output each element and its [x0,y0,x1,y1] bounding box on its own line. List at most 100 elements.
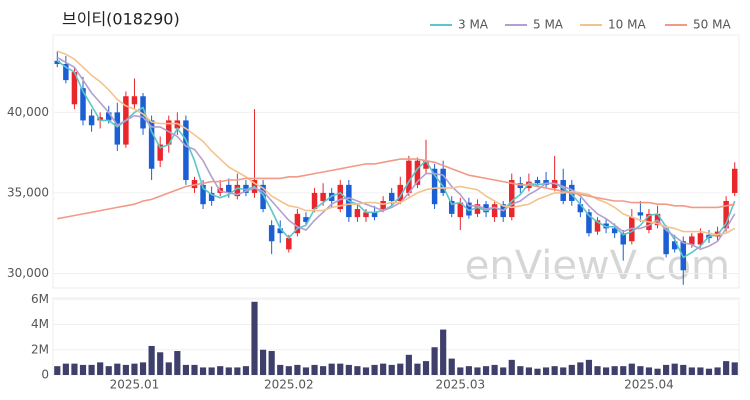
candle-body [88,115,95,126]
y-tick-label: 35,000 [7,185,49,199]
volume-bar [663,364,670,375]
volume-bar [320,366,327,375]
volume-bar [277,364,284,375]
volume-bar [174,351,181,375]
volume-bar [637,366,644,375]
volume-bar [500,367,507,375]
volume-bar [448,358,455,375]
volume-bar [302,367,310,375]
volume-bar [285,366,292,375]
x-tick-label: 2025.01 [110,378,160,392]
candle-body [157,144,163,161]
candle-body [637,212,644,216]
candle-body [474,204,481,214]
candle-body [268,225,275,242]
candle-body [191,180,198,189]
candle-body [208,192,215,201]
volume-bar [311,364,318,375]
candle-body [320,192,326,201]
volume-panel [52,297,740,376]
volume-bar [337,363,344,375]
y-tick-label: 4M [31,317,49,331]
volume-bar [182,364,189,375]
candle-body [131,96,138,105]
volume-bar [79,364,87,375]
y-tick-label: 2M [31,342,49,356]
volume-bar [688,367,695,375]
candle-body [440,168,446,193]
volume-bar [654,368,661,375]
candle-body [286,238,292,250]
volume-bar [242,366,250,375]
candle-body [337,184,344,210]
candle-body [534,180,541,184]
volume-bar [105,366,112,375]
candle-body [140,96,146,129]
volume-bar [405,354,412,375]
candle-body [311,192,318,210]
candle-body [260,184,266,210]
legend-label: 50 MA [693,18,731,32]
volume-bar [474,367,481,375]
volume-bar [611,366,618,375]
volume-bar [491,364,498,375]
volume-bar [54,366,61,375]
volume-bar [534,368,541,375]
volume-bar [645,367,653,375]
watermark: enViewV.com [465,243,730,289]
volume-bar [422,361,430,375]
candle-body [388,192,395,201]
volume-bar [328,363,335,375]
volume-bar [371,364,378,375]
candle-body [491,204,498,218]
candle-body [689,236,695,245]
candle-body [406,160,412,193]
volume-bar [225,367,232,375]
volume-bar [508,359,515,375]
legend-label: 5 MA [533,18,564,32]
candle-body [397,184,404,201]
candle-body [423,160,429,169]
volume-bar [525,367,532,375]
candle-body [466,202,472,216]
volume-bar [414,363,421,375]
candle-body [294,213,301,234]
volume-bar [542,367,550,375]
volume-bar [482,366,490,375]
ma-line [57,158,735,220]
y-tick-label: 40,000 [7,105,49,119]
ma-line [56,56,736,251]
volume-bar [345,364,352,375]
y-tick-label: 0 [41,368,49,382]
candle-body [594,220,601,232]
candle-body [509,180,515,218]
candle-body [63,64,69,81]
volume-bar [165,362,172,375]
candle-body [586,212,592,234]
candle-body [577,204,584,213]
volume-bar [628,363,635,375]
candle-body [663,228,669,255]
volume-bar [551,366,558,375]
candle-body [611,228,618,234]
x-tick-label: 2025.04 [624,378,674,392]
volume-bar [251,301,258,375]
volume-bar [208,367,215,375]
volume-bar [671,363,678,375]
volume-bar [157,352,164,375]
candle-body [363,212,369,218]
volume-bar [731,362,738,375]
candle-body [731,168,738,193]
volume-bar [148,345,155,375]
candle-body [148,120,155,169]
volume-bar [620,366,627,375]
candle-body [105,112,112,121]
volume-bar [199,367,207,375]
volume-bar [603,367,610,375]
volume-bar [114,363,121,375]
candle-body [200,184,206,205]
candle-body [671,241,678,250]
candle-body [277,228,283,234]
candle-body [80,88,86,121]
